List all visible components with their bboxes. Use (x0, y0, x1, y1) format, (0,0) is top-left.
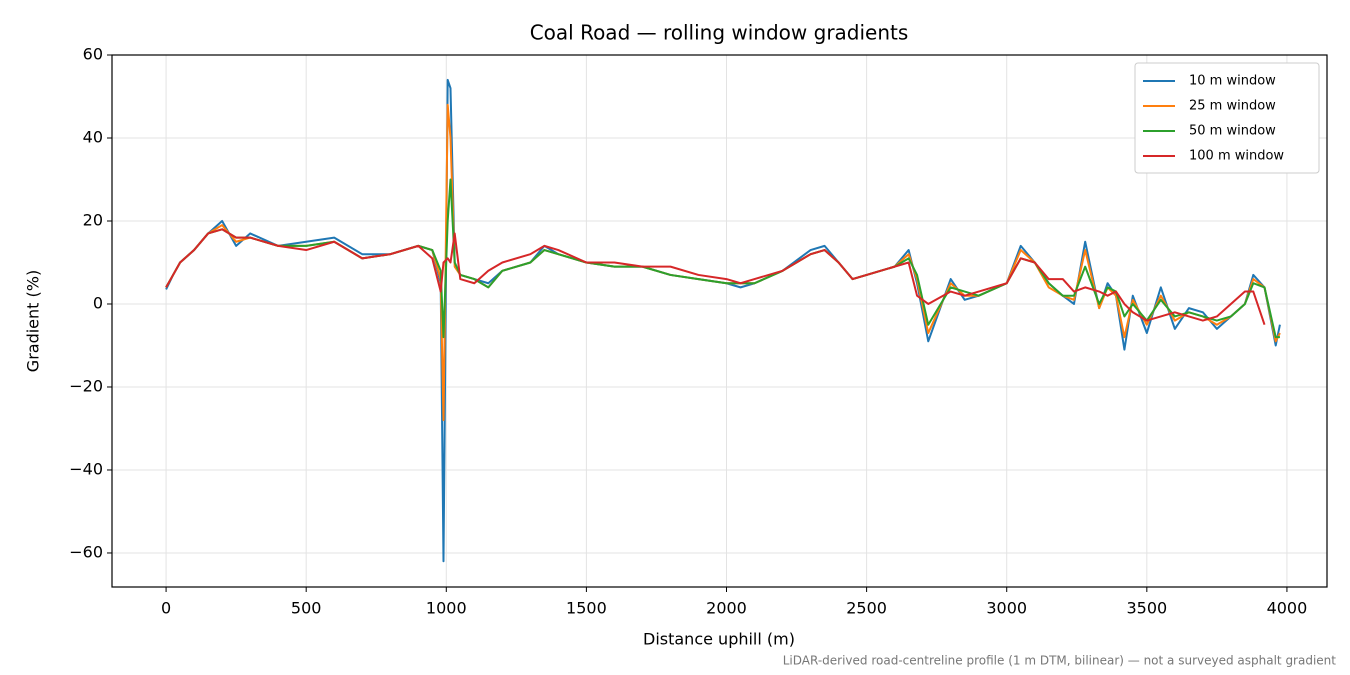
y-tick-label: −60 (69, 542, 103, 561)
x-tick-label: 1000 (426, 599, 467, 618)
x-tick-label: 4000 (1267, 599, 1308, 618)
footnote: LiDAR-derived road-centreline profile (1… (783, 654, 1337, 668)
series-line (165, 103, 1281, 422)
plot-frame (111, 54, 1328, 588)
x-tick-label: 2500 (846, 599, 887, 618)
x-tick-label: 3000 (986, 599, 1027, 618)
x-tick-label: 2000 (706, 599, 747, 618)
series-line (165, 178, 1280, 339)
x-tick-label: 3500 (1126, 599, 1167, 618)
legend-label: 25 m window (1189, 99, 1276, 114)
legend-box (1134, 62, 1320, 174)
legend: 10 m window 25 m window 50 m window 100 m w… (1134, 62, 1320, 174)
y-tick-label: −20 (69, 376, 103, 395)
y-axis-label: Gradient (%) (24, 270, 43, 372)
series-line (165, 228, 1266, 326)
y-tick-label: 60 (83, 45, 103, 64)
legend-label: 10 m window (1189, 74, 1276, 89)
y-tick-label: 40 (83, 127, 103, 146)
legend-label: 50 m window (1189, 124, 1276, 139)
y-tick-label: −40 (69, 459, 103, 478)
x-axis-label: Distance uphill (m) (643, 630, 795, 649)
x-tick-label: 0 (161, 599, 171, 618)
y-tick-label: 0 (93, 293, 103, 312)
x-tick-label: 1500 (566, 599, 607, 618)
y-tick-label: 20 (83, 210, 103, 229)
series-line (165, 78, 1281, 563)
legend-label: 100 m window (1189, 149, 1284, 164)
x-tick-label: 500 (291, 599, 322, 618)
chart-title: Coal Road — rolling window gradients (530, 21, 909, 45)
